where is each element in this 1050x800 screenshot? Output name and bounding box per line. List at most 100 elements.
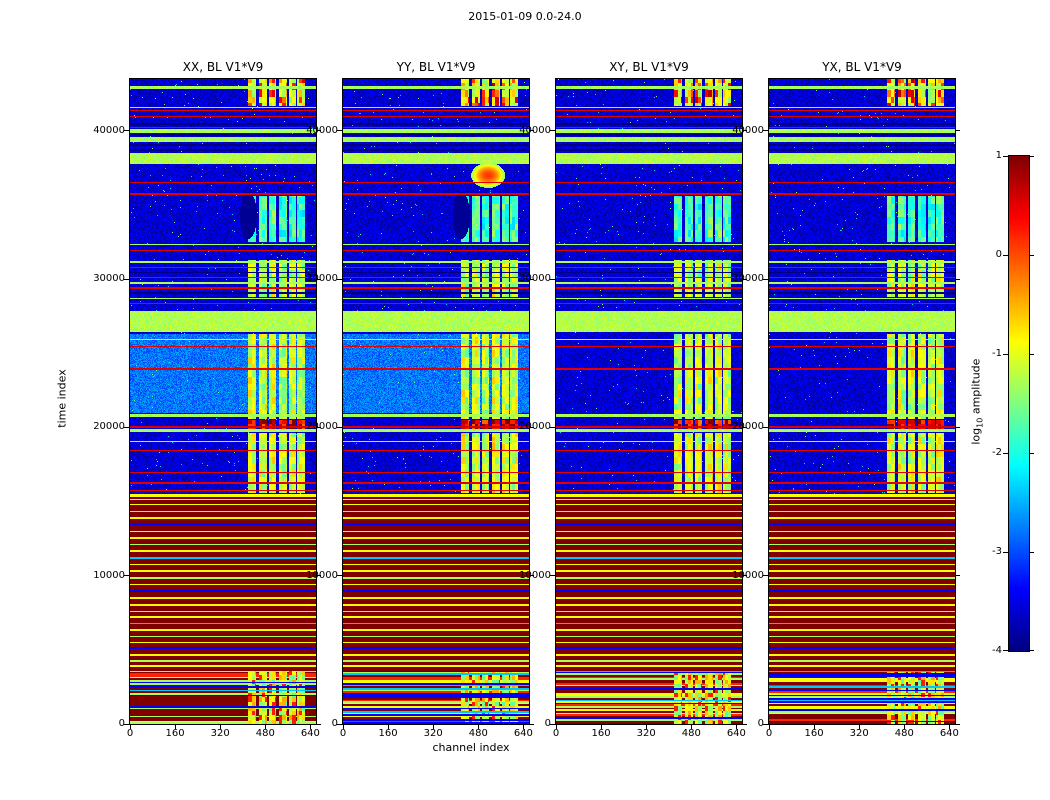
y-axis-tick bbox=[124, 278, 129, 280]
colorbar-tick bbox=[1029, 254, 1034, 256]
x-tick-label: 480 bbox=[894, 728, 914, 739]
x-axis-tick bbox=[858, 724, 860, 729]
heatmap-canvas-yx bbox=[769, 79, 955, 724]
y-axis-tick bbox=[337, 278, 342, 280]
x-tick-label: 160 bbox=[165, 728, 185, 739]
x-axis-tick bbox=[387, 724, 389, 729]
colorbar-tick-label: -3 bbox=[992, 546, 1002, 557]
colorbar: 1 0 -1 -2 -3 -4 bbox=[992, 150, 1034, 656]
colorbar-gradient bbox=[1009, 156, 1029, 651]
colorbar-tick-label: 0 bbox=[995, 249, 1002, 260]
y-tick-label: 0 bbox=[331, 718, 338, 729]
x-tick-label: 320 bbox=[423, 728, 443, 739]
y-axis-tick bbox=[316, 278, 321, 280]
y-axis-tick bbox=[763, 723, 768, 725]
y-axis-tick bbox=[337, 575, 342, 577]
y-axis-tick bbox=[316, 130, 321, 132]
panel-xx: XX, BL V1*V9 0 10000 20000 30000 40000 0 160 32… bbox=[93, 60, 321, 739]
y-axis-tick bbox=[337, 426, 342, 428]
y-axis-tick bbox=[763, 130, 768, 132]
colorbar-label-pre: log bbox=[969, 427, 983, 445]
y-tick-label: 40000 bbox=[93, 124, 125, 136]
y-tick-label: 20000 bbox=[306, 421, 338, 433]
y-tick-label: 10000 bbox=[732, 569, 764, 581]
x-axis-tick bbox=[690, 724, 692, 729]
y-axis-tick bbox=[124, 426, 129, 428]
heatmap-canvas-xx bbox=[130, 79, 316, 724]
panel-yx: YX, BL V1*V9 0 10000 20000 30000 40000 0 160 32… bbox=[732, 60, 960, 739]
x-tick-label: 640 bbox=[513, 728, 533, 739]
y-axis-tick bbox=[550, 723, 555, 725]
y-axis-tick bbox=[337, 130, 342, 132]
y-tick-label: 0 bbox=[118, 718, 125, 729]
y-axis-tick bbox=[763, 575, 768, 577]
y-tick-label: 10000 bbox=[519, 569, 551, 581]
colorbar-tick bbox=[1003, 156, 1008, 157]
y-axis-tick bbox=[742, 278, 747, 280]
x-axis-tick bbox=[522, 724, 524, 729]
y-tick-label: 10000 bbox=[93, 569, 125, 581]
y-axis-tick bbox=[550, 278, 555, 280]
y-axis-tick bbox=[316, 426, 321, 428]
x-axis-tick bbox=[645, 724, 647, 729]
y-axis-tick bbox=[316, 723, 321, 725]
x-axis-tick bbox=[735, 724, 737, 729]
panel-title-xy: XY, BL V1*V9 bbox=[609, 60, 689, 74]
y-tick-label: 10000 bbox=[306, 569, 338, 581]
y-axis-tick bbox=[742, 723, 747, 725]
colorbar-tick bbox=[1003, 452, 1008, 454]
x-axis-tick bbox=[768, 724, 770, 729]
colorbar-tick bbox=[1029, 452, 1034, 454]
y-tick-label: 30000 bbox=[93, 273, 125, 285]
x-tick-label: 0 bbox=[126, 728, 134, 739]
y-tick-label: 0 bbox=[757, 718, 764, 729]
x-tick-label: 640 bbox=[300, 728, 320, 739]
colorbar-tick bbox=[1003, 551, 1008, 553]
colorbar-tick bbox=[1003, 254, 1008, 256]
panel-title-yx: YX, BL V1*V9 bbox=[822, 60, 902, 74]
y-axis-tick bbox=[550, 575, 555, 577]
x-axis-tick bbox=[555, 724, 557, 729]
y-axis-label: time index bbox=[55, 369, 69, 428]
x-axis-label: channel index bbox=[432, 741, 510, 754]
x-tick-label: 320 bbox=[849, 728, 869, 739]
panel-title-yy: YY, BL V1*V9 bbox=[396, 60, 476, 74]
y-axis-tick bbox=[529, 575, 534, 577]
heatmap-canvas-yy bbox=[343, 79, 529, 724]
colorbar-label: log10 amplitude bbox=[969, 337, 984, 467]
x-axis-tick bbox=[309, 724, 311, 729]
x-tick-label: 0 bbox=[339, 728, 347, 739]
y-axis-tick bbox=[124, 575, 129, 577]
colorbar-tick bbox=[1029, 649, 1034, 651]
x-tick-label: 160 bbox=[378, 728, 398, 739]
y-axis-tick bbox=[742, 426, 747, 428]
y-axis-tick bbox=[955, 130, 960, 132]
x-tick-label: 640 bbox=[939, 728, 959, 739]
colorbar-tick bbox=[1029, 156, 1034, 157]
y-axis-tick bbox=[529, 130, 534, 132]
colorbar-tick bbox=[1029, 551, 1034, 553]
colorbar-tick bbox=[1003, 353, 1008, 355]
x-axis-tick bbox=[813, 724, 815, 729]
x-tick-label: 160 bbox=[804, 728, 824, 739]
panel-yy: YY, BL V1*V9 0 10000 20000 30000 40000 0 160 32… bbox=[306, 60, 534, 739]
x-axis-tick bbox=[174, 724, 176, 729]
x-tick-label: 0 bbox=[765, 728, 773, 739]
figure-title: 2015-01-09 0.0-24.0 bbox=[468, 10, 582, 23]
y-tick-label: 20000 bbox=[93, 421, 125, 433]
colorbar-tick-label: -4 bbox=[992, 645, 1002, 656]
y-tick-label: 20000 bbox=[732, 421, 764, 433]
colorbar-label-post: amplitude bbox=[969, 358, 983, 418]
y-axis-tick bbox=[529, 723, 534, 725]
y-tick-label: 40000 bbox=[306, 124, 338, 136]
y-axis-tick bbox=[337, 723, 342, 725]
y-axis-tick bbox=[124, 723, 129, 725]
x-tick-label: 480 bbox=[681, 728, 701, 739]
y-tick-label: 30000 bbox=[306, 273, 338, 285]
x-axis-tick bbox=[477, 724, 479, 729]
y-axis-tick bbox=[742, 575, 747, 577]
y-axis-tick bbox=[550, 130, 555, 132]
x-tick-label: 320 bbox=[210, 728, 230, 739]
y-axis-tick bbox=[124, 130, 129, 132]
